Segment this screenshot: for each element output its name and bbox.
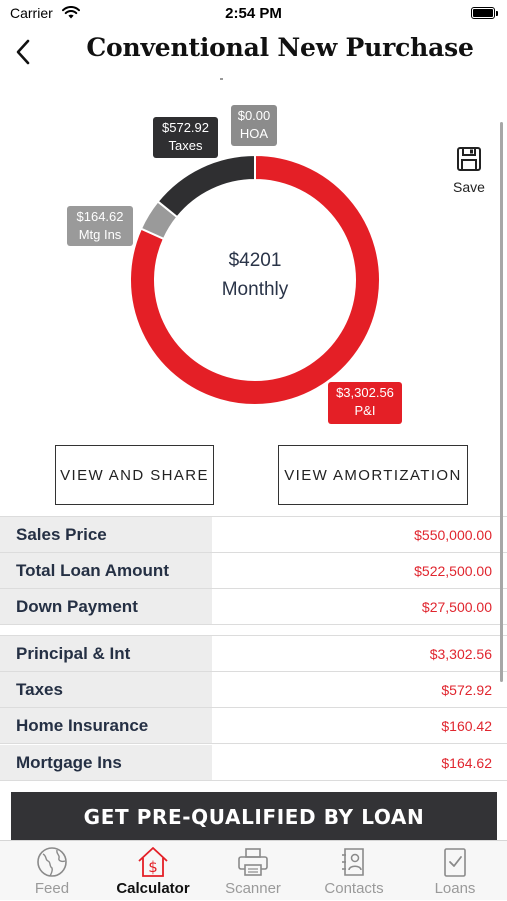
get-prequalified-button[interactable]: GET PRE-QUALIFIED BY LOAN: [11, 792, 497, 842]
svg-text:$: $: [148, 858, 158, 876]
tab-bar: Feed $ Calculator Scanner Contacts: [0, 840, 507, 900]
globe-icon: [37, 847, 67, 877]
pi-callout-label: P&I: [354, 403, 376, 418]
table-row: Down Payment $27,500.00: [0, 589, 507, 625]
row-value: $550,000.00: [414, 527, 492, 543]
battery-tip: [496, 11, 498, 16]
monthly-total-label: Monthly: [221, 279, 289, 300]
table-group-divider: [0, 635, 507, 636]
printer-icon: [238, 848, 268, 876]
row-value: $522,500.00: [414, 563, 492, 579]
donut-slice-taxes: [156, 155, 256, 219]
tab-label: Scanner: [225, 880, 281, 897]
donut-slice-p-i: [130, 155, 380, 405]
contacts-icon: [342, 848, 364, 876]
row-value: $3,302.56: [429, 646, 492, 662]
save-button[interactable]: Save: [449, 146, 489, 198]
row-value: $164.62: [441, 755, 492, 771]
tab-scanner[interactable]: Scanner: [203, 845, 303, 901]
row-label: Total Loan Amount: [0, 553, 212, 589]
tab-label: Calculator: [116, 880, 190, 897]
tab-loans[interactable]: Loans: [405, 845, 505, 901]
payment-donut-chart: [130, 155, 380, 405]
chevron-left-icon: [16, 39, 30, 65]
hoa-callout-label: HOA: [239, 126, 269, 141]
tab-feed[interactable]: Feed: [2, 845, 102, 901]
table-row: Mortgage Ins $164.62: [0, 745, 507, 781]
table-row: Sales Price $550,000.00: [0, 517, 507, 553]
view-amortization-button[interactable]: VIEW AMORTIZATION: [278, 445, 468, 505]
mtg-ins-callout: $164.62 Mtg Ins: [67, 206, 133, 246]
house-dollar-icon: $: [138, 847, 168, 877]
hoa-callout: $0.00 HOA: [231, 105, 277, 146]
page-title: Conventional New Purchase: [86, 33, 474, 62]
table-row: Principal & Int $3,302.56: [0, 636, 507, 672]
wifi-icon: [62, 6, 80, 19]
status-time: 2:54 PM: [225, 5, 282, 22]
floppy-disk-icon: [457, 147, 481, 171]
table-row: Taxes $572.92: [0, 672, 507, 708]
row-label: Principal & Int: [0, 636, 212, 672]
row-value: $160.42: [441, 718, 492, 734]
divider-dot: [220, 78, 223, 80]
table-row: Total Loan Amount $522,500.00: [0, 553, 507, 589]
taxes-callout: $572.92 Taxes: [153, 117, 218, 158]
scrollbar[interactable]: [500, 122, 503, 682]
table-row: Home Insurance $160.42: [0, 708, 507, 744]
save-label: Save: [453, 179, 485, 195]
tab-label: Feed: [34, 880, 70, 897]
row-label: Taxes: [0, 672, 212, 708]
hoa-callout-amount: $0.00: [237, 108, 271, 123]
row-label: Down Payment: [0, 589, 212, 625]
status-bar: Carrier 2:54 PM: [0, 0, 507, 28]
row-value: $572.92: [441, 682, 492, 698]
table-top-divider: [0, 516, 507, 517]
pi-callout: $3,302.56 P&I: [328, 382, 402, 424]
section-gap: [0, 626, 507, 636]
tab-contacts[interactable]: Contacts: [304, 845, 404, 901]
battery-icon: [471, 7, 495, 19]
row-label: Sales Price: [0, 517, 212, 553]
monthly-total-amount: $4201: [228, 250, 282, 271]
view-and-share-button[interactable]: VIEW AND SHARE: [55, 445, 214, 505]
pi-callout-amount: $3,302.56: [336, 385, 394, 400]
row-value: $27,500.00: [421, 599, 492, 615]
taxes-callout-amount: $572.92: [162, 120, 209, 135]
mtg-ins-callout-label: Mtg Ins: [78, 227, 122, 242]
taxes-callout-label: Taxes: [168, 138, 203, 153]
tab-label: Contacts: [324, 880, 384, 897]
row-label: Mortgage Ins: [0, 745, 212, 781]
carrier-label: Carrier: [10, 5, 53, 21]
tab-calculator[interactable]: $ Calculator: [103, 845, 203, 901]
row-label: Home Insurance: [0, 708, 212, 744]
tab-label: Loans: [434, 880, 476, 897]
checklist-icon: [444, 848, 466, 877]
mtg-ins-callout-amount: $164.62: [76, 209, 124, 224]
back-button[interactable]: [8, 35, 38, 69]
